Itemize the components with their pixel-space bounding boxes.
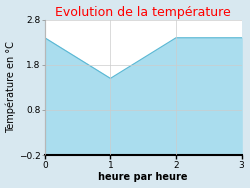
Title: Evolution de la température: Evolution de la température [55,6,231,19]
Y-axis label: Température en °C: Température en °C [6,42,16,133]
X-axis label: heure par heure: heure par heure [98,172,188,182]
